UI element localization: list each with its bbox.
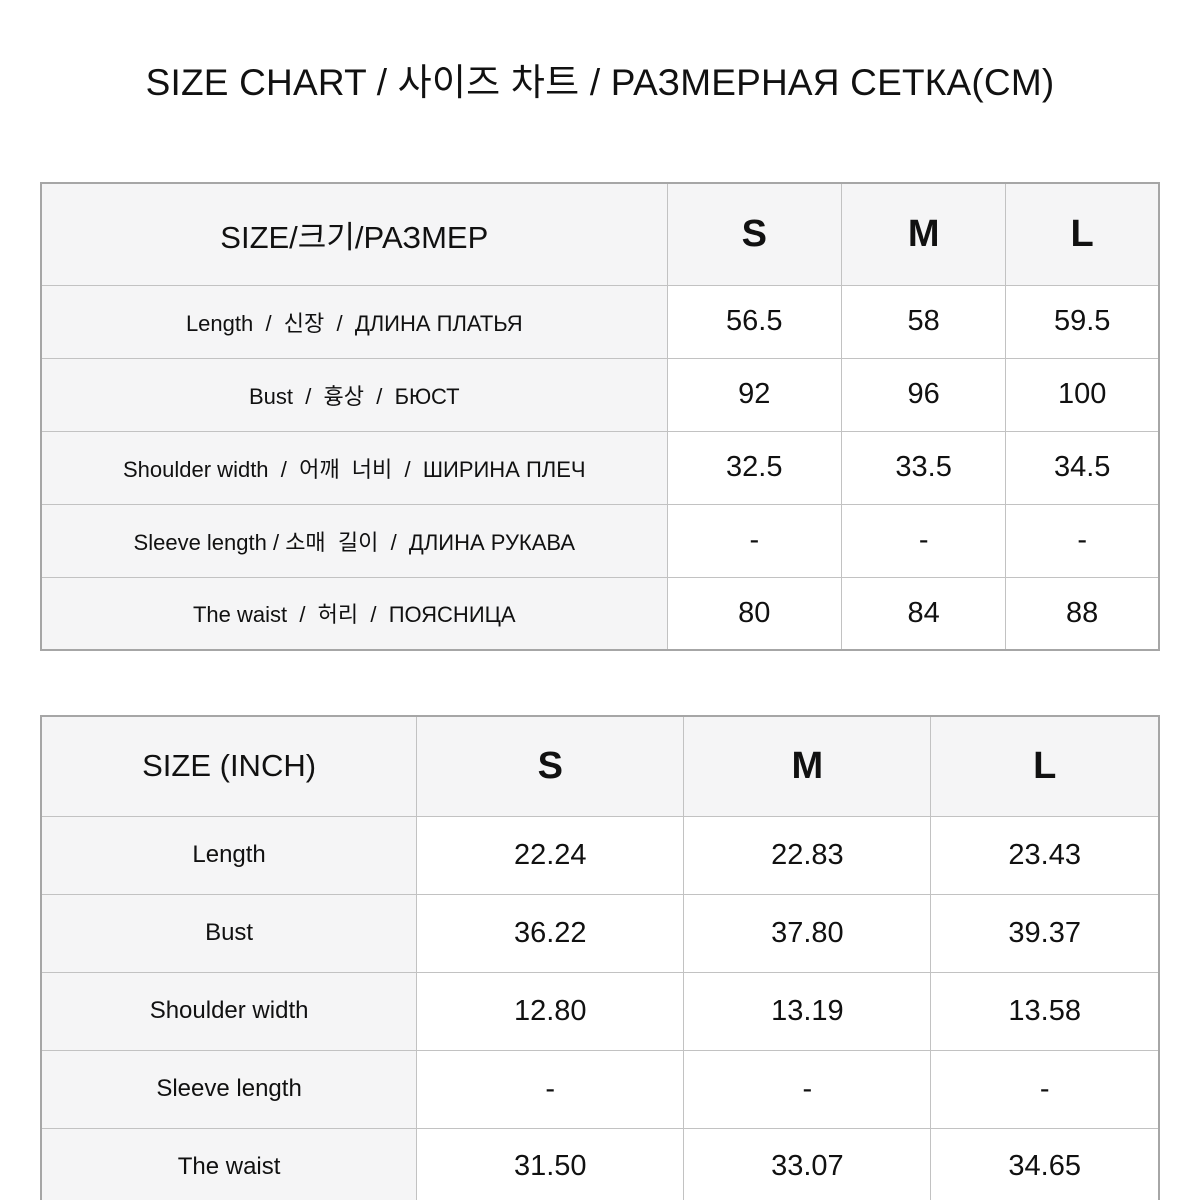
table-row-waist: The waist / 허리 / ПОЯСНИЦА 80 84 88 — [40, 576, 1160, 651]
cell-value: 31.50 — [416, 1127, 685, 1200]
column-header-s: S — [416, 715, 685, 817]
page-title: SIZE CHART / 사이즈 차트 / РАЗМЕРНАЯ СЕТКА(CM… — [145, 62, 1055, 103]
cell-value: 100 — [1005, 357, 1160, 432]
cell-value: 13.58 — [930, 971, 1160, 1051]
column-header-s: S — [666, 182, 842, 286]
cell-value: 22.83 — [683, 815, 932, 895]
row-label: Sleeve length — [40, 1049, 418, 1129]
cell-value: 84 — [840, 576, 1007, 651]
column-header-l: L — [1005, 182, 1160, 286]
table-row-length: Length 22.24 22.83 23.43 — [40, 815, 1160, 895]
cell-value: 58 — [840, 284, 1007, 359]
size-table-inch: SIZE (INCH) S M L Length 22.24 22.83 23.… — [40, 715, 1160, 1200]
cell-value: 59.5 — [1005, 284, 1160, 359]
cell-value: - — [666, 503, 842, 578]
table-row-sleeve-length: Sleeve length / 소매 길이 / ДЛИНА РУКАВА - -… — [40, 503, 1160, 578]
column-header-m: M — [683, 715, 932, 817]
row-label: Sleeve length / 소매 길이 / ДЛИНА РУКАВА — [40, 503, 668, 578]
cell-value: 92 — [666, 357, 842, 432]
cell-value: 36.22 — [416, 893, 685, 973]
table-row-shoulder-width: Shoulder width / 어깨 너비 / ШИРИНА ПЛЕЧ 32.… — [40, 430, 1160, 505]
cell-value: - — [840, 503, 1007, 578]
cell-value: 13.19 — [683, 971, 932, 1051]
size-header-cm: SIZE/크기/РАЗМЕР — [40, 182, 668, 286]
cell-value: - — [683, 1049, 932, 1129]
cell-value: 23.43 — [930, 815, 1160, 895]
table-row-waist: The waist 31.50 33.07 34.65 — [40, 1127, 1160, 1200]
row-label: Shoulder width / 어깨 너비 / ШИРИНА ПЛЕЧ — [40, 430, 668, 505]
cell-value: 34.65 — [930, 1127, 1160, 1200]
row-label: Bust / 흉상 / БЮСТ — [40, 357, 668, 432]
cell-value: 32.5 — [666, 430, 842, 505]
cell-value: 37.80 — [683, 893, 932, 973]
cell-value: 33.07 — [683, 1127, 932, 1200]
row-label: Shoulder width — [40, 971, 418, 1051]
cell-value: 88 — [1005, 576, 1160, 651]
row-label: Length / 신장 / ДЛИНА ПЛАТЬЯ — [40, 284, 668, 359]
row-label: The waist — [40, 1127, 418, 1200]
column-header-l: L — [930, 715, 1160, 817]
cell-value: 34.5 — [1005, 430, 1160, 505]
column-header-m: M — [840, 182, 1007, 286]
row-label: Length — [40, 815, 418, 895]
table-row-bust: Bust / 흉상 / БЮСТ 92 96 100 — [40, 357, 1160, 432]
cell-value: 33.5 — [840, 430, 1007, 505]
cell-value: - — [930, 1049, 1160, 1129]
table-row-bust: Bust 36.22 37.80 39.37 — [40, 893, 1160, 973]
row-label: The waist / 허리 / ПОЯСНИЦА — [40, 576, 668, 651]
cell-value: - — [416, 1049, 685, 1129]
cell-value: 56.5 — [666, 284, 842, 359]
size-header-inch: SIZE (INCH) — [40, 715, 418, 817]
row-label: Bust — [40, 893, 418, 973]
table-header-row: SIZE (INCH) S M L — [40, 715, 1160, 817]
cell-value: 39.37 — [930, 893, 1160, 973]
size-table-cm: SIZE/크기/РАЗМЕР S M L Length / 신장 / ДЛИНА… — [40, 182, 1160, 651]
table-row-sleeve-length: Sleeve length - - - — [40, 1049, 1160, 1129]
cell-value: 96 — [840, 357, 1007, 432]
cell-value: - — [1005, 503, 1160, 578]
cell-value: 22.24 — [416, 815, 685, 895]
cell-value: 80 — [666, 576, 842, 651]
table-row-length: Length / 신장 / ДЛИНА ПЛАТЬЯ 56.5 58 59.5 — [40, 284, 1160, 359]
table-header-row: SIZE/크기/РАЗМЕР S M L — [40, 182, 1160, 286]
table-row-shoulder-width: Shoulder width 12.80 13.19 13.58 — [40, 971, 1160, 1051]
cell-value: 12.80 — [416, 971, 685, 1051]
